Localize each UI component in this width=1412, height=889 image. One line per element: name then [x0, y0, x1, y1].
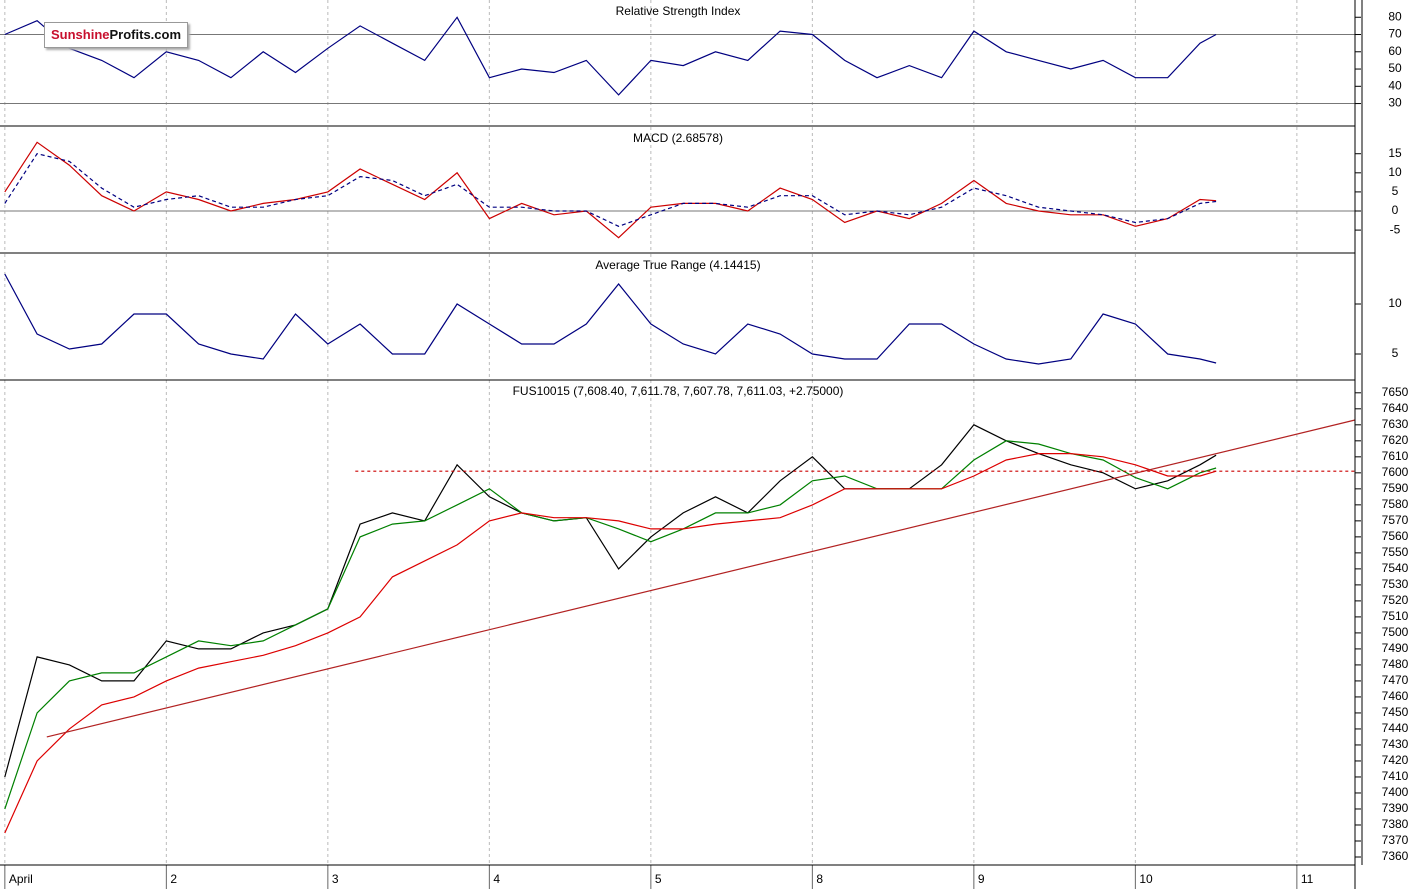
y-tick-label: 7520 [1382, 593, 1409, 607]
logo-part: Sunshine [51, 27, 110, 42]
logo: SunshineProfits.com [44, 22, 189, 48]
y-tick-label: 7460 [1382, 689, 1409, 703]
y-tick-label: -5 [1390, 222, 1401, 236]
y-tick-label: 10 [1388, 296, 1402, 310]
y-tick-label: 7510 [1382, 609, 1409, 623]
series-line [4, 16, 1217, 96]
y-tick-label: 7560 [1382, 529, 1409, 543]
y-tick-label: 7410 [1382, 769, 1409, 783]
x-tick-label: 9 [978, 872, 985, 886]
panel-title: Average True Range (4.14415) [595, 258, 760, 272]
y-tick-label: 7380 [1382, 817, 1409, 831]
y-tick-label: 7550 [1382, 545, 1409, 559]
panel-title: MACD (2.68578) [633, 131, 723, 145]
y-tick-label: 40 [1388, 78, 1402, 92]
y-tick-label: 7620 [1382, 433, 1409, 447]
y-tick-label: 10 [1388, 165, 1402, 179]
y-tick-label: 50 [1388, 61, 1402, 75]
x-tick-label: 2 [170, 872, 177, 886]
y-tick-label: 0 [1392, 203, 1399, 217]
y-tick-label: 7470 [1382, 673, 1409, 687]
series-line [4, 440, 1217, 810]
y-tick-label: 7430 [1382, 737, 1409, 751]
y-tick-label: 7540 [1382, 561, 1409, 575]
y-tick-label: 5 [1392, 346, 1399, 360]
y-tick-label: 70 [1388, 27, 1402, 41]
y-tick-label: 80 [1388, 9, 1402, 23]
y-tick-label: 7630 [1382, 417, 1409, 431]
y-tick-label: 7530 [1382, 577, 1409, 591]
y-tick-label: 7440 [1382, 721, 1409, 735]
y-tick-label: 60 [1388, 44, 1402, 58]
series-line [4, 453, 1217, 834]
y-tick-label: 7580 [1382, 497, 1409, 511]
y-tick-label: 7370 [1382, 833, 1409, 847]
series-line [46, 419, 1356, 738]
x-tick-label: 3 [332, 872, 339, 886]
y-tick-label: 7400 [1382, 785, 1409, 799]
y-tick-label: 5 [1392, 184, 1399, 198]
y-tick-label: 15 [1388, 146, 1402, 160]
y-tick-label: 7500 [1382, 625, 1409, 639]
panel-title: FUS10015 (7,608.40, 7,611.78, 7,607.78, … [513, 384, 844, 398]
y-tick-label: 7600 [1382, 465, 1409, 479]
y-tick-label: 7610 [1382, 449, 1409, 463]
y-tick-label: 7390 [1382, 801, 1409, 815]
y-tick-label: 7640 [1382, 401, 1409, 415]
series-line [4, 273, 1217, 365]
y-tick-label: 7420 [1382, 753, 1409, 767]
y-tick-label: 7490 [1382, 641, 1409, 655]
x-tick-label: 11 [1301, 872, 1314, 886]
series-line [4, 153, 1217, 227]
x-tick-label: 4 [493, 872, 500, 886]
y-tick-label: 7570 [1382, 513, 1409, 527]
series-line [4, 141, 1217, 239]
panel-title: Relative Strength Index [616, 4, 741, 18]
y-tick-label: 30 [1388, 96, 1402, 110]
x-tick-label: 5 [655, 872, 662, 886]
x-tick-label: 10 [1139, 872, 1153, 886]
x-tick-label: 8 [816, 872, 823, 886]
y-tick-label: 7480 [1382, 657, 1409, 671]
y-tick-label: 7650 [1382, 385, 1409, 399]
logo-part: Profits.com [109, 27, 182, 42]
series-line [4, 424, 1217, 778]
x-tick-label: April [9, 872, 33, 886]
y-tick-label: 7450 [1382, 705, 1409, 719]
y-tick-label: 7590 [1382, 481, 1409, 495]
y-tick-label: 7360 [1382, 849, 1409, 863]
